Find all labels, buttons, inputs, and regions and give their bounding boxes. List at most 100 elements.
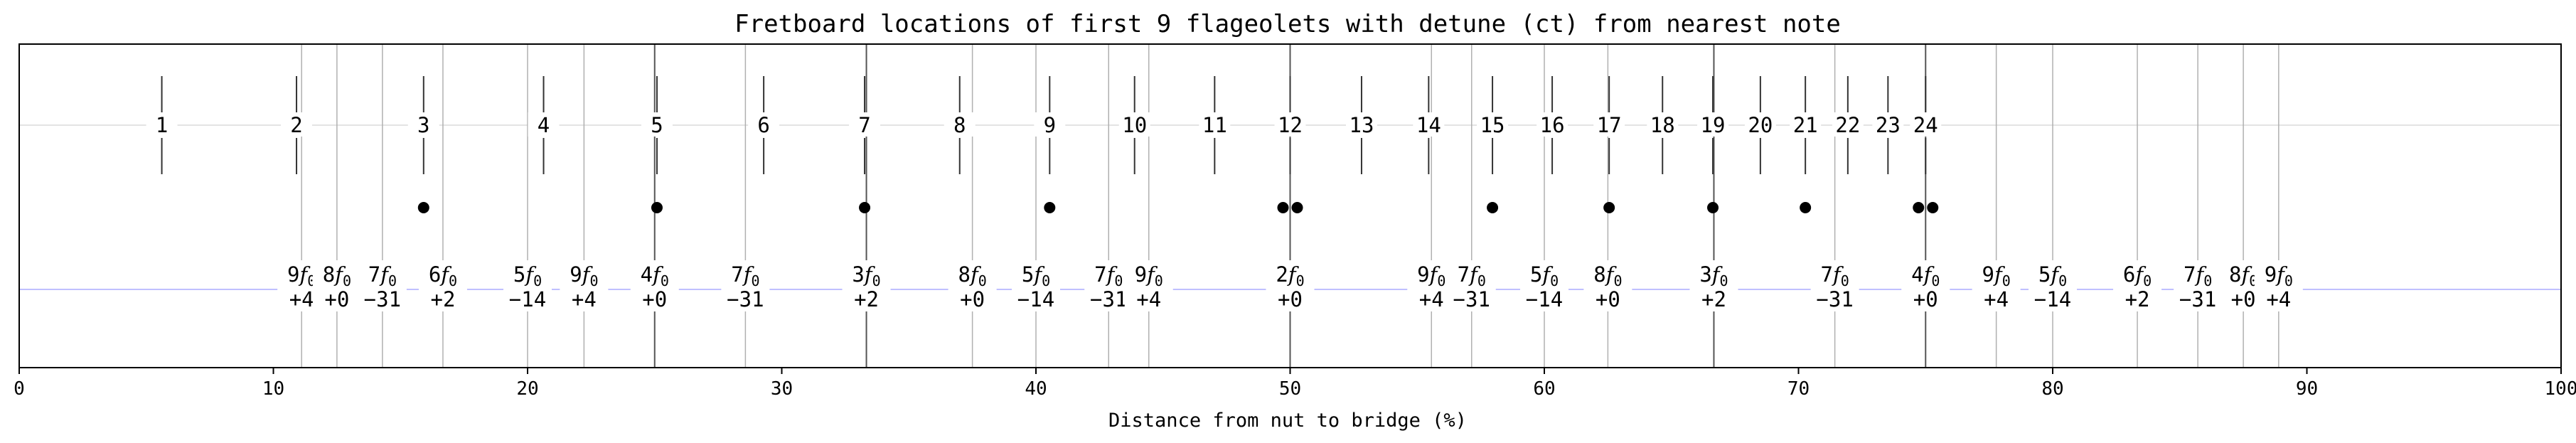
fret-number-label: 11 [1202, 113, 1227, 137]
detune-label: −31 [1453, 287, 1490, 311]
inlay-dot [1603, 202, 1615, 213]
detune-label: +0 [1596, 287, 1620, 311]
flageolet-label-bg [948, 260, 997, 311]
detune-label: −31 [1090, 287, 1127, 311]
flageolet-label-bg [721, 260, 770, 311]
flageolet-label-bg [1901, 260, 1950, 311]
fret-number-label: 8 [953, 113, 966, 137]
fret-label-bg [1345, 112, 1377, 137]
flageolet-label-bg [312, 260, 361, 311]
detune-label: +0 [2231, 287, 2256, 311]
detune-label: −31 [727, 287, 764, 311]
x-tick-label: 90 [2296, 378, 2318, 400]
x-tick-label: 40 [1025, 378, 1047, 400]
detune-label: +2 [2125, 287, 2150, 311]
fret-label-bg [1477, 112, 1509, 137]
detune-label: +4 [1984, 287, 2009, 311]
flageolet-label-bg [503, 260, 552, 311]
flageolet-label-bg [1520, 260, 1568, 311]
inlay-dot [1800, 202, 1812, 213]
detune-label: +2 [1701, 287, 1726, 311]
fret-number-label: 20 [1748, 113, 1773, 137]
detune-label: −31 [1816, 287, 1853, 311]
detune-label: +4 [1419, 287, 1444, 311]
detune-label: −14 [509, 287, 546, 311]
fret-number-label: 6 [757, 113, 769, 137]
fret-label-bg [849, 112, 881, 137]
flageolet-label-bg [1124, 260, 1173, 311]
x-tick-label: 70 [1787, 378, 1810, 400]
x-axis-label: Distance from nut to bridge (%) [1108, 410, 1467, 432]
fret-number-label: 3 [417, 113, 429, 137]
detune-label: −14 [1017, 287, 1054, 311]
flageolet-label-bg [1810, 260, 1859, 311]
detune-label: +4 [2266, 287, 2291, 311]
fret-number-label: 13 [1349, 113, 1374, 137]
flageolet-label-bg [1583, 260, 1632, 311]
detune-label: +4 [572, 287, 597, 311]
fret-number-label: 24 [1913, 113, 1938, 137]
fret-label-bg [1872, 112, 1904, 137]
x-tick-label: 20 [516, 378, 538, 400]
flageolet-label-bg [1689, 260, 1738, 311]
fret-label-bg [1910, 112, 1942, 137]
detune-label: +0 [960, 287, 985, 311]
flageolet-label-bg [358, 260, 407, 311]
detune-label: +0 [1913, 287, 1938, 311]
detune-label: −31 [2179, 287, 2216, 311]
fret-label-bg [1790, 112, 1822, 137]
flageolet-label-bg [1972, 260, 2021, 311]
x-tick-label: 10 [262, 378, 284, 400]
harmonic-name-label: 8f0 [323, 262, 351, 289]
inlay-dot [651, 202, 663, 213]
harmonic-name-label: 2f0 [1276, 262, 1304, 289]
harmonic-name-label: 7f0 [1094, 262, 1123, 289]
fret-number-label: 5 [651, 113, 663, 137]
fret-label-bg [748, 112, 780, 137]
flageolet-label-bg [560, 260, 609, 311]
fret-label-bg [944, 112, 976, 137]
fret-label-bg [1832, 112, 1864, 137]
fret-label-bg [1593, 112, 1625, 137]
inlay-dot [1277, 202, 1289, 213]
fret-number-label: 10 [1122, 113, 1147, 137]
fret-number-label: 21 [1793, 113, 1818, 137]
fret-label-bg [1647, 112, 1679, 137]
detune-label: +0 [1278, 287, 1303, 311]
harmonic-name-label: 7f0 [1458, 262, 1486, 289]
fret-label-bg [1199, 112, 1231, 137]
fret-label-bg [1118, 112, 1150, 137]
fret-number-label: 22 [1835, 113, 1860, 137]
flageolet-label-bg [2029, 260, 2077, 311]
detune-label: +0 [642, 287, 667, 311]
inlay-dot [1707, 202, 1719, 213]
inlay-dot [859, 202, 871, 213]
flageolet-label-bg [842, 260, 891, 311]
harmonic-name-label: 3f0 [1699, 262, 1728, 289]
fret-label-bg [641, 112, 673, 137]
flageolet-label-bg [1447, 260, 1496, 311]
flageolet-label-bg [630, 260, 679, 311]
fret-number-label: 15 [1480, 113, 1505, 137]
fret-number-label: 2 [290, 113, 302, 137]
inlay-dots [417, 202, 1939, 213]
harmonic-name-label: 9f0 [1417, 262, 1445, 289]
x-tick-label: 50 [1279, 378, 1301, 400]
fret-number-label: 16 [1540, 113, 1565, 137]
fret-number-label: 1 [156, 113, 168, 137]
x-tick-label: 80 [2041, 378, 2063, 400]
fret-number-label: 12 [1278, 113, 1303, 137]
x-tick-label: 0 [14, 378, 25, 400]
flageolet-label-bg [2254, 260, 2303, 311]
fret-label-bg [1536, 112, 1568, 137]
detune-label: +0 [324, 287, 349, 311]
detune-label: +4 [289, 287, 314, 311]
flageolet-labels: 9f0+48f0+07f0−316f0+25f0−149f0+44f0+07f0… [277, 260, 2303, 311]
inlay-dot [1044, 202, 1056, 213]
detune-label: −14 [1526, 287, 1563, 311]
x-tick-label: 60 [1533, 378, 1555, 400]
fret-number-label: 7 [858, 113, 870, 137]
inlay-dot [1927, 202, 1939, 213]
fret-label-bg [1034, 112, 1066, 137]
detune-label: +2 [430, 287, 455, 311]
